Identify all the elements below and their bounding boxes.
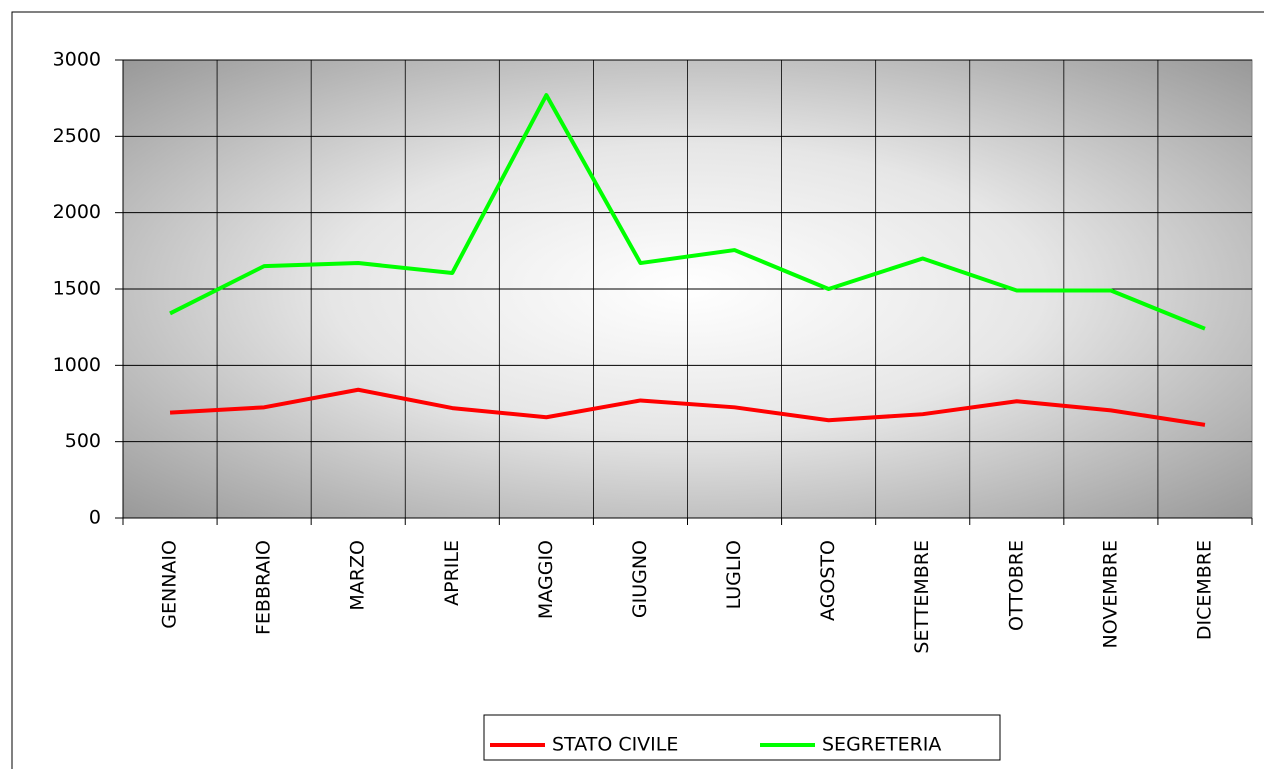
chart-border (11, 11, 1264, 769)
x-tick-label: OTTOBRE (1005, 540, 1027, 631)
x-tick-label: MARZO (347, 540, 369, 611)
x-tick-label: LUGLIO (723, 540, 745, 609)
y-tick-label: 0 (89, 507, 101, 529)
y-tick-label: 2000 (53, 201, 101, 223)
y-tick-label: 3000 (53, 49, 101, 71)
y-tick-label: 1000 (53, 354, 101, 376)
legend-label: STATO CIVILE (552, 734, 678, 756)
x-tick-label: GIUGNO (629, 540, 651, 618)
x-tick-label: FEBBRAIO (253, 540, 275, 635)
y-tick-label: 1500 (53, 278, 101, 300)
legend-label: SEGRETERIA (822, 734, 941, 756)
series-line (169, 93, 1206, 331)
y-tick-label: 500 (65, 430, 101, 452)
series-line (169, 387, 1206, 427)
x-tick-label: SETTEMBRE (911, 540, 933, 654)
x-tick-label: MAGGIO (535, 540, 557, 619)
y-tick-label: 2500 (53, 125, 101, 147)
marks (169, 93, 1206, 427)
x-tick-label: NOVEMBRE (1099, 540, 1121, 648)
x-tick-label: APRILE (441, 540, 463, 606)
x-tick-label: AGOSTO (817, 540, 839, 621)
legend (483, 714, 1001, 761)
x-tick-label: GENNAIO (159, 540, 181, 629)
x-tick-label: DICEMBRE (1193, 540, 1215, 640)
